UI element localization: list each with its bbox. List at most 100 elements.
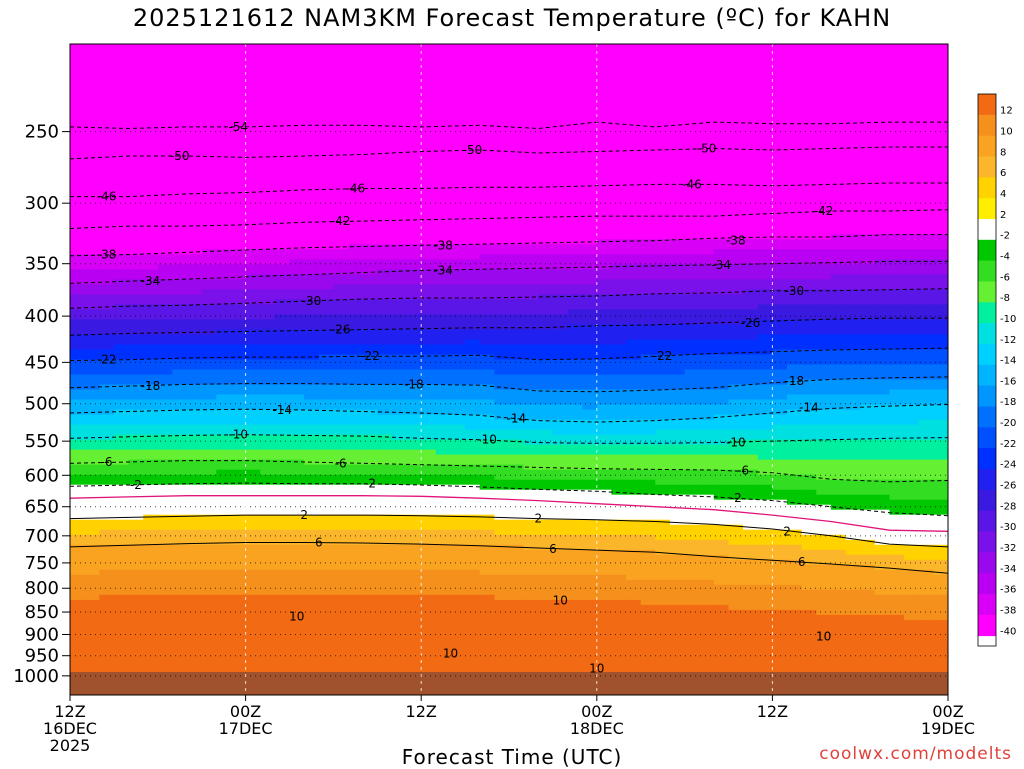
- temperature-cell: [304, 159, 320, 165]
- temperature-cell: [435, 539, 451, 546]
- temperature-cell: [260, 634, 276, 641]
- temperature-cell: [391, 164, 408, 170]
- temperature-cell: [362, 234, 378, 240]
- temperature-cell: [304, 374, 320, 381]
- temperature-cell: [70, 369, 86, 376]
- temperature-cell: [333, 529, 349, 536]
- temperature-cell: [143, 429, 159, 436]
- temperature-cell: [509, 654, 525, 661]
- temperature-cell: [289, 624, 305, 631]
- temperature-cell: [552, 309, 569, 315]
- temperature-cell: [552, 319, 569, 325]
- temperature-cell: [274, 549, 291, 556]
- temperature-cell: [348, 274, 364, 280]
- temperature-cell: [143, 594, 159, 601]
- temperature-cell: [260, 304, 276, 310]
- temperature-cell: [567, 459, 583, 466]
- temperature-cell: [523, 489, 539, 496]
- temperature-cell: [245, 594, 261, 601]
- temperature-cell: [479, 269, 495, 275]
- temperature-cell: [582, 299, 598, 305]
- temperature-cell: [113, 54, 130, 60]
- temperature-cell: [596, 254, 612, 260]
- temperature-cell: [523, 439, 539, 446]
- temperature-cell: [450, 594, 466, 601]
- temperature-cell: [143, 474, 159, 481]
- temperature-cell: [99, 634, 115, 641]
- temperature-cell: [70, 544, 86, 551]
- temperature-cell: [304, 99, 320, 105]
- temperature-cell: [231, 74, 247, 80]
- temperature-cell: [157, 624, 173, 631]
- temperature-cell: [231, 444, 247, 451]
- temperature-cell: [128, 469, 144, 476]
- temperature-cell: [391, 174, 408, 180]
- temperature-cell: [128, 354, 144, 361]
- temperature-cell: [611, 519, 627, 526]
- temperature-cell: [231, 204, 247, 210]
- temperature-cell: [274, 224, 291, 230]
- temperature-cell: [70, 59, 86, 65]
- temperature-cell: [128, 169, 144, 175]
- temperature-cell: [113, 579, 130, 586]
- temperature-cell: [538, 74, 554, 80]
- temperature-cell: [567, 665, 583, 671]
- temperature-cell: [128, 564, 144, 571]
- temperature-cell: [450, 189, 466, 195]
- temperature-cell: [304, 609, 320, 616]
- temperature-cell: [406, 489, 422, 496]
- temperature-cell: [421, 534, 437, 541]
- temperature-cell: [567, 424, 583, 431]
- temperature-cell: [70, 44, 86, 50]
- temperature-cell: [567, 489, 583, 496]
- temperature-cell: [187, 304, 203, 310]
- temperature-cell: [523, 114, 539, 120]
- temperature-cell: [231, 624, 247, 631]
- temperature-cell: [216, 584, 232, 591]
- temperature-cell: [435, 69, 451, 75]
- temperature-cell: [479, 224, 495, 230]
- temperature-cell: [523, 329, 539, 335]
- temperature-cell: [567, 259, 583, 265]
- temperature-cell: [479, 239, 495, 245]
- temperature-cell: [523, 424, 539, 431]
- temperature-cell: [391, 74, 408, 80]
- temperature-cell: [494, 474, 510, 481]
- temperature-cell: [465, 264, 481, 270]
- temperature-cell: [538, 599, 554, 606]
- temperature-cell: [245, 604, 261, 611]
- temperature-cell: [70, 529, 86, 536]
- temperature-cell: [582, 589, 598, 596]
- temperature-cell: [348, 654, 364, 661]
- temperature-cell: [113, 504, 130, 511]
- temperature-cell: [421, 394, 437, 401]
- temperature-cell: [172, 544, 188, 551]
- temperature-cell: [99, 189, 115, 195]
- temperature-cell: [494, 494, 510, 501]
- temperature-cell: [304, 384, 320, 391]
- temperature-cell: [274, 194, 291, 200]
- temperature-cell: [260, 84, 276, 90]
- temperature-cell: [187, 624, 203, 631]
- temperature-cell: [552, 354, 569, 361]
- temperature-cell: [596, 434, 612, 441]
- temperature-cell: [509, 454, 525, 461]
- temperature-cell: [611, 359, 627, 366]
- temperature-cell: [128, 259, 144, 265]
- temperature-cell: [128, 464, 144, 471]
- temperature-cell: [421, 229, 437, 235]
- temperature-cell: [99, 524, 115, 531]
- temperature-cell: [304, 149, 320, 155]
- temperature-cell: [216, 164, 232, 170]
- temperature-cell: [289, 184, 305, 190]
- temperature-cell: [582, 274, 598, 280]
- temperature-cell: [391, 509, 408, 516]
- temperature-cell: [245, 379, 261, 386]
- temperature-cell: [99, 294, 115, 300]
- temperature-cell: [157, 254, 173, 260]
- temperature-cell: [231, 314, 247, 320]
- temperature-cell: [304, 359, 320, 366]
- temperature-cell: [523, 659, 539, 666]
- temperature-cell: [231, 89, 247, 95]
- temperature-cell: [143, 404, 159, 411]
